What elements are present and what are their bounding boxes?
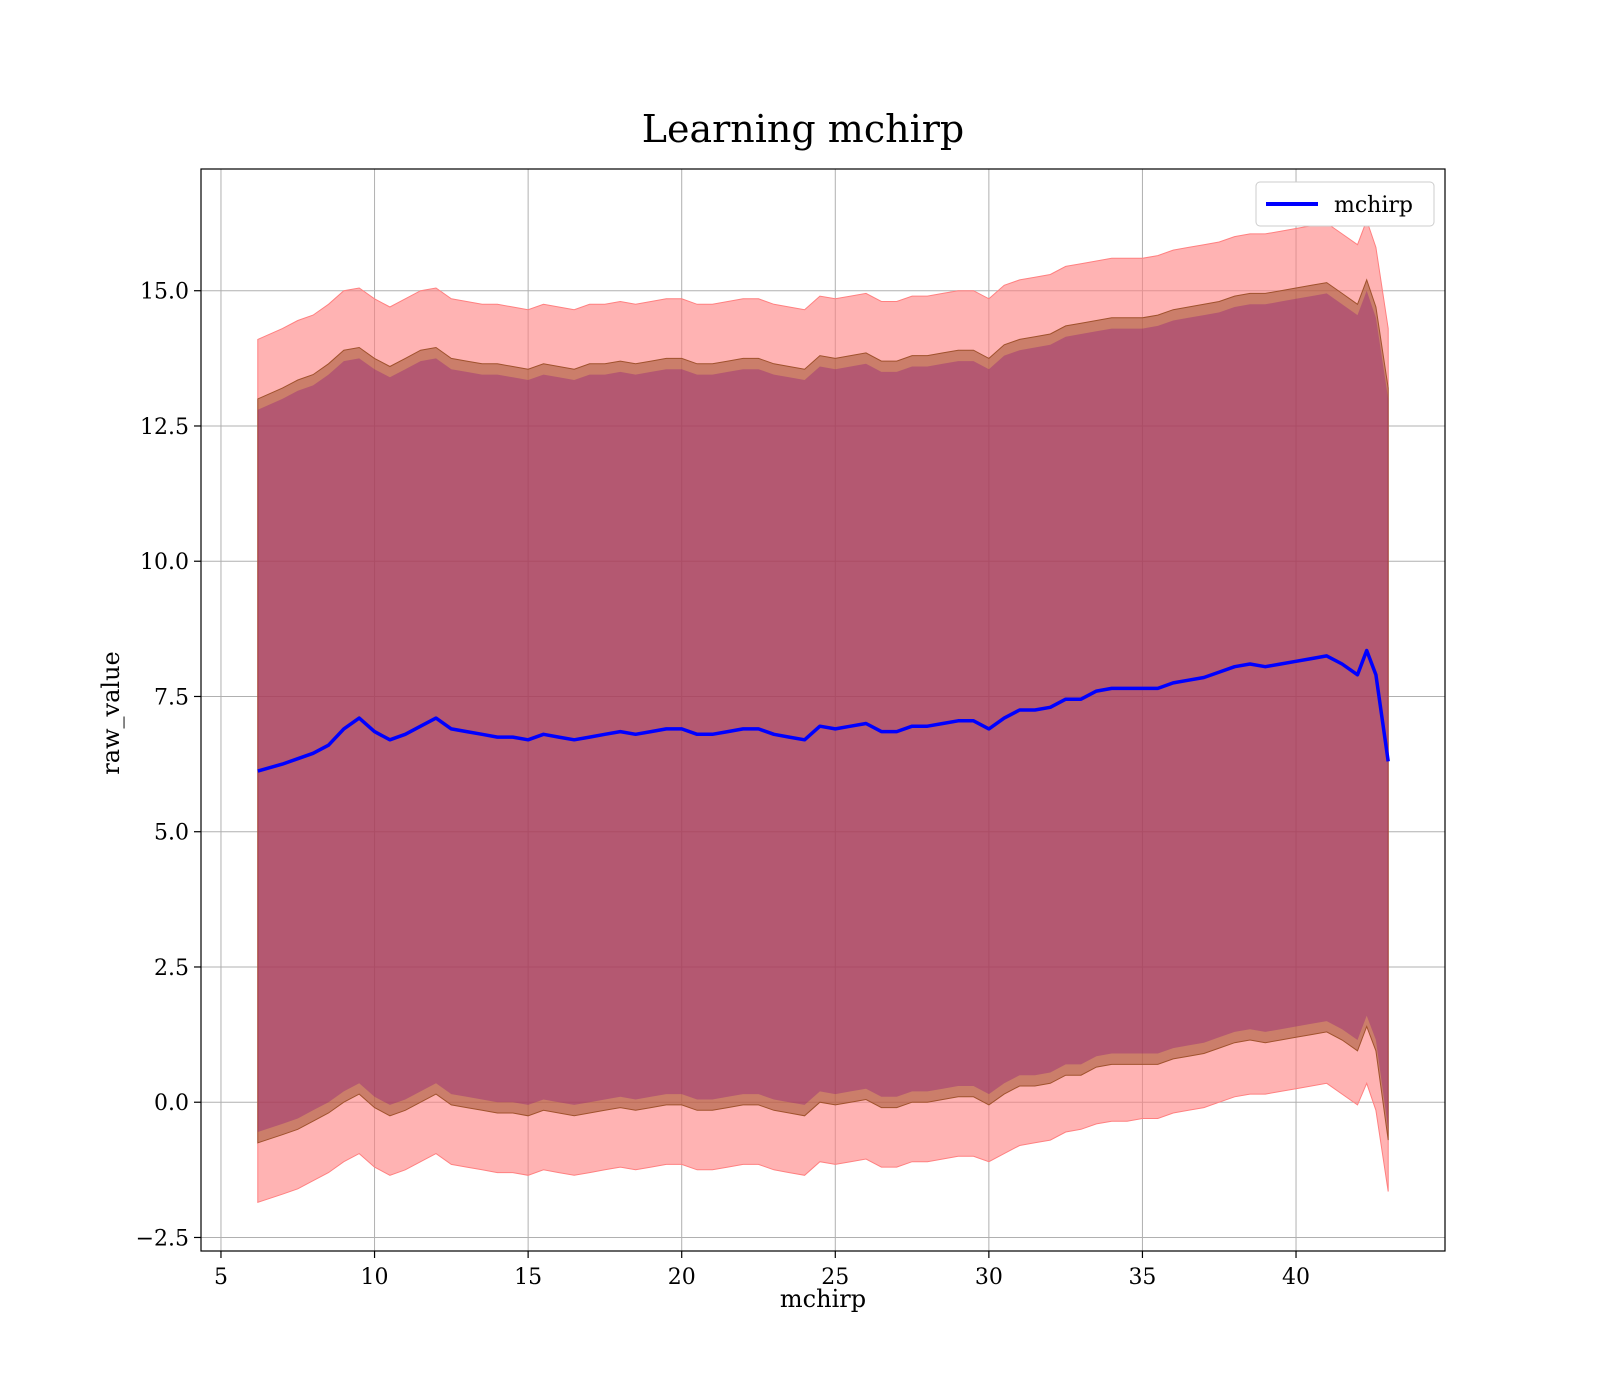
chart-title: Learning mchirp	[642, 107, 964, 151]
y-tick-label: 15.0	[140, 280, 189, 305]
legend-box	[1255, 181, 1435, 227]
y-tick-label: 0.0	[154, 1091, 189, 1116]
y-tick-label: 10.0	[140, 550, 189, 575]
y-tick-label: 7.5	[154, 685, 189, 710]
x-axis-label: mchirp	[780, 1285, 866, 1313]
mean-line-group	[257, 648, 1390, 773]
x-tick-label: 30	[975, 1265, 1003, 1290]
inner-band	[257, 290, 1389, 1132]
x-tick-label: 35	[1128, 1265, 1156, 1290]
middle-band	[257, 278, 1389, 1144]
y-tick-label: −2.5	[136, 1226, 189, 1251]
y-tick-label: 5.0	[154, 821, 189, 846]
confidence-bands	[257, 218, 1389, 1203]
x-tick-label: 15	[514, 1265, 542, 1290]
y-axis: −2.5 0.0 2.5 5.0 7.5 10.0 12.5 15.0	[136, 280, 201, 1251]
x-tick-label: 40	[1282, 1265, 1310, 1290]
x-tick-label: 5	[214, 1265, 228, 1290]
x-tick-label: 20	[668, 1265, 696, 1290]
y-tick-label: 12.5	[140, 415, 189, 440]
mean-line	[257, 648, 1390, 773]
x-tick-label: 25	[821, 1265, 849, 1290]
legend-label: mchirp	[1334, 193, 1413, 218]
legend: mchirp	[1255, 181, 1435, 227]
y-tick-label: 2.5	[154, 956, 189, 981]
x-tick-label: 10	[361, 1265, 389, 1290]
x-axis: 5 10 15 20 25 30 35 40	[214, 1251, 1310, 1290]
y-axis-label: raw_value	[97, 651, 125, 775]
plot-frame	[200, 168, 1446, 1252]
